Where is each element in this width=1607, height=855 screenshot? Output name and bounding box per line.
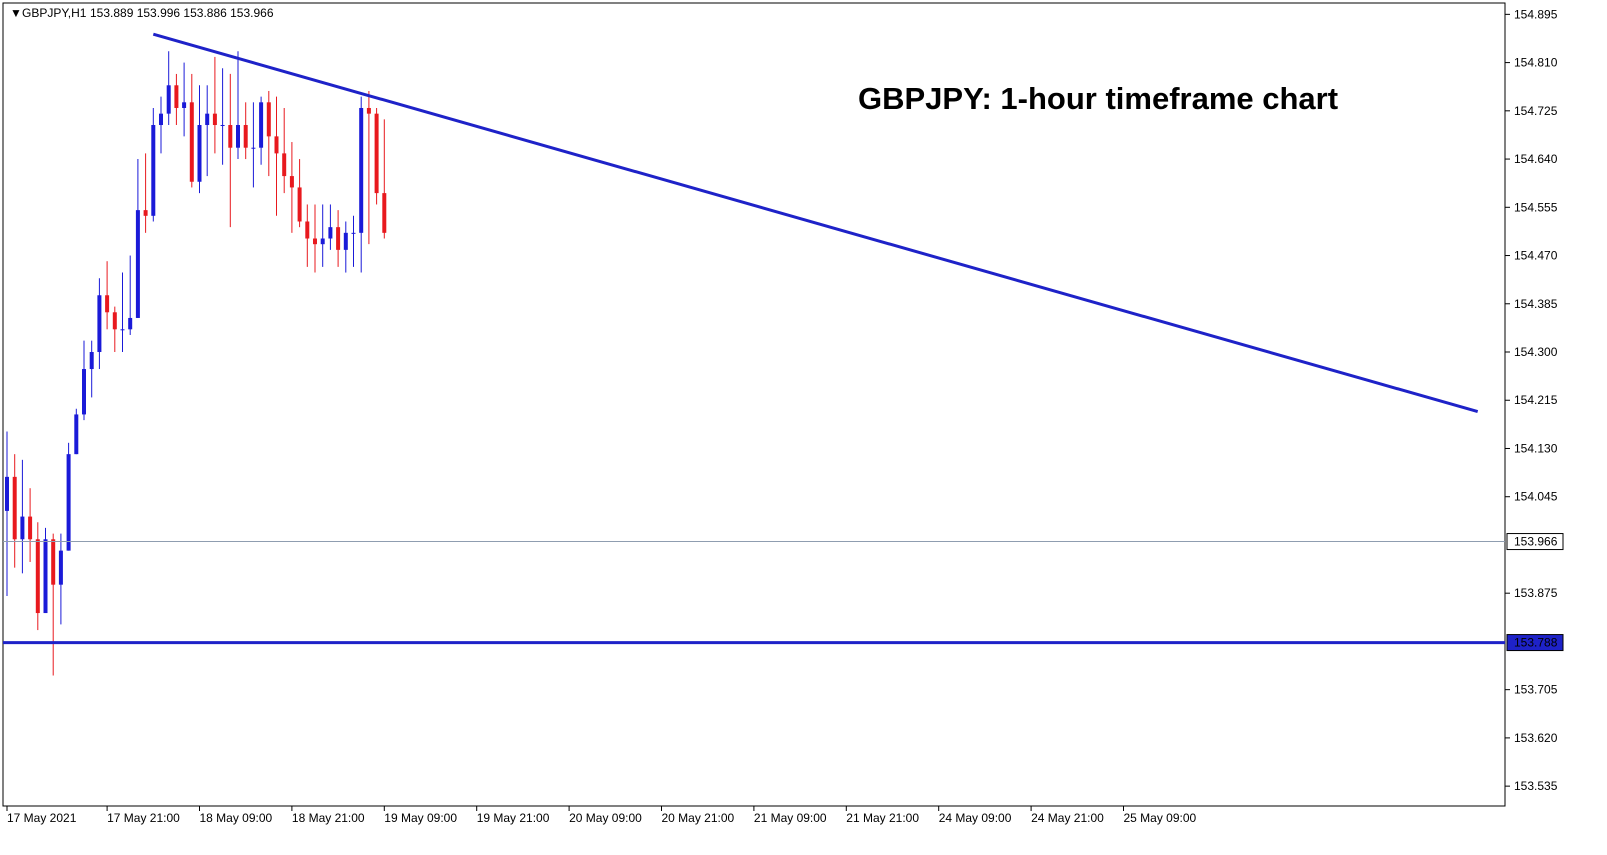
candle-body bbox=[251, 147, 256, 149]
candle-body bbox=[343, 232, 348, 250]
candle-body bbox=[313, 238, 317, 245]
y-tick-label: 153.875 bbox=[1514, 586, 1558, 600]
y-tick-label: 154.470 bbox=[1514, 249, 1558, 263]
current-price-label-box bbox=[1506, 533, 1564, 551]
x-tick-label: 21 May 09:00 bbox=[754, 811, 827, 825]
overlays-layer bbox=[3, 32, 1505, 645]
candle-body bbox=[336, 227, 341, 250]
candle-body bbox=[189, 102, 194, 182]
candle-body bbox=[89, 352, 94, 370]
candle-body bbox=[328, 227, 333, 239]
y-tick-label: 154.555 bbox=[1514, 200, 1558, 214]
x-tick-label: 18 May 09:00 bbox=[200, 811, 273, 825]
candle-body bbox=[120, 329, 125, 331]
candle-body bbox=[182, 102, 187, 108]
symbol-dropdown-icon[interactable]: ▼ bbox=[10, 6, 22, 20]
y-tick-label: 153.705 bbox=[1514, 683, 1558, 697]
y-tick-label: 154.640 bbox=[1514, 152, 1558, 166]
x-tick-label: 20 May 09:00 bbox=[569, 811, 642, 825]
candle-body bbox=[351, 232, 356, 234]
candle-body bbox=[58, 550, 63, 585]
candle-body bbox=[74, 414, 79, 455]
candles-layer bbox=[5, 51, 387, 676]
symbol-header: GBPJPY,H1 bbox=[22, 6, 87, 20]
x-tick-label: 21 May 21:00 bbox=[846, 811, 919, 825]
support-price-label: 153.788 bbox=[1514, 636, 1558, 650]
x-tick-label: 20 May 21:00 bbox=[662, 811, 735, 825]
y-tick-label: 154.045 bbox=[1514, 490, 1558, 504]
resistance-trendline bbox=[152, 32, 1479, 414]
grid-layer bbox=[2, 2, 1506, 807]
candle-body bbox=[5, 476, 9, 511]
axes-layer: 154.895 154.810 154.725 154.640 154.555 154.4… bbox=[6, 7, 1564, 825]
y-tick-label: 154.895 bbox=[1514, 7, 1558, 21]
chart-title: GBPJPY: 1-hour timeframe chart bbox=[858, 81, 1338, 116]
candle-body bbox=[135, 210, 140, 318]
candle-body bbox=[159, 113, 163, 126]
y-tick-label: 154.385 bbox=[1514, 297, 1558, 311]
candle-body bbox=[35, 539, 40, 614]
candle-body bbox=[243, 125, 248, 148]
candle-body bbox=[266, 102, 271, 137]
candle-body bbox=[366, 107, 371, 114]
plot-frame bbox=[2, 2, 1506, 807]
y-tick-label: 154.130 bbox=[1514, 441, 1558, 455]
ohlc-header: 153.889 153.996 153.886 153.966 bbox=[90, 6, 274, 20]
candle-body bbox=[274, 136, 279, 154]
candle-body bbox=[205, 113, 210, 126]
candle-body bbox=[374, 113, 379, 194]
y-tick-label: 154.215 bbox=[1514, 393, 1558, 407]
x-tick-label: 24 May 09:00 bbox=[939, 811, 1012, 825]
candle-body bbox=[66, 454, 71, 551]
candle-body bbox=[228, 125, 233, 148]
current-price-label: 153.966 bbox=[1514, 535, 1558, 549]
x-tick-label: 19 May 21:00 bbox=[477, 811, 550, 825]
candle-body bbox=[297, 187, 302, 222]
candle-body bbox=[174, 85, 179, 108]
candle-body bbox=[220, 125, 225, 127]
y-tick-label: 153.620 bbox=[1514, 731, 1558, 745]
x-tick-label: 24 May 21:00 bbox=[1031, 811, 1104, 825]
candle-body bbox=[112, 312, 117, 330]
candle-body bbox=[12, 476, 17, 540]
y-tick-label: 154.810 bbox=[1514, 56, 1558, 70]
candle-body bbox=[143, 210, 148, 216]
candle-body bbox=[97, 295, 102, 353]
candle-body bbox=[43, 539, 48, 614]
candle-body bbox=[128, 317, 133, 330]
candle-body bbox=[320, 238, 325, 245]
x-tick-label: 17 May 2021 bbox=[7, 811, 77, 825]
candle-body bbox=[28, 516, 33, 540]
candle-body bbox=[212, 113, 217, 126]
candle-body bbox=[359, 107, 364, 233]
candle-body bbox=[259, 102, 264, 148]
y-tick-label: 153.535 bbox=[1514, 779, 1558, 793]
candle-body bbox=[105, 295, 110, 313]
candle-body bbox=[289, 176, 294, 188]
candle-body bbox=[20, 516, 25, 540]
x-tick-label: 17 May 21:00 bbox=[107, 811, 180, 825]
candle-body bbox=[236, 125, 240, 148]
support-price-label-box bbox=[1506, 634, 1564, 652]
candle-body bbox=[166, 85, 171, 114]
x-tick-label: 25 May 09:00 bbox=[1124, 811, 1197, 825]
x-tick-label: 19 May 09:00 bbox=[384, 811, 457, 825]
candle-body bbox=[151, 125, 156, 216]
candle-body bbox=[197, 125, 202, 182]
candle-body bbox=[82, 369, 86, 415]
candle-body bbox=[305, 221, 310, 239]
y-tick-label: 154.300 bbox=[1514, 345, 1558, 359]
candle-body bbox=[382, 193, 387, 233]
y-tick-label: 154.725 bbox=[1514, 104, 1558, 118]
candle-body bbox=[51, 539, 56, 585]
x-tick-label: 18 May 21:00 bbox=[292, 811, 365, 825]
candle-body bbox=[282, 153, 287, 177]
